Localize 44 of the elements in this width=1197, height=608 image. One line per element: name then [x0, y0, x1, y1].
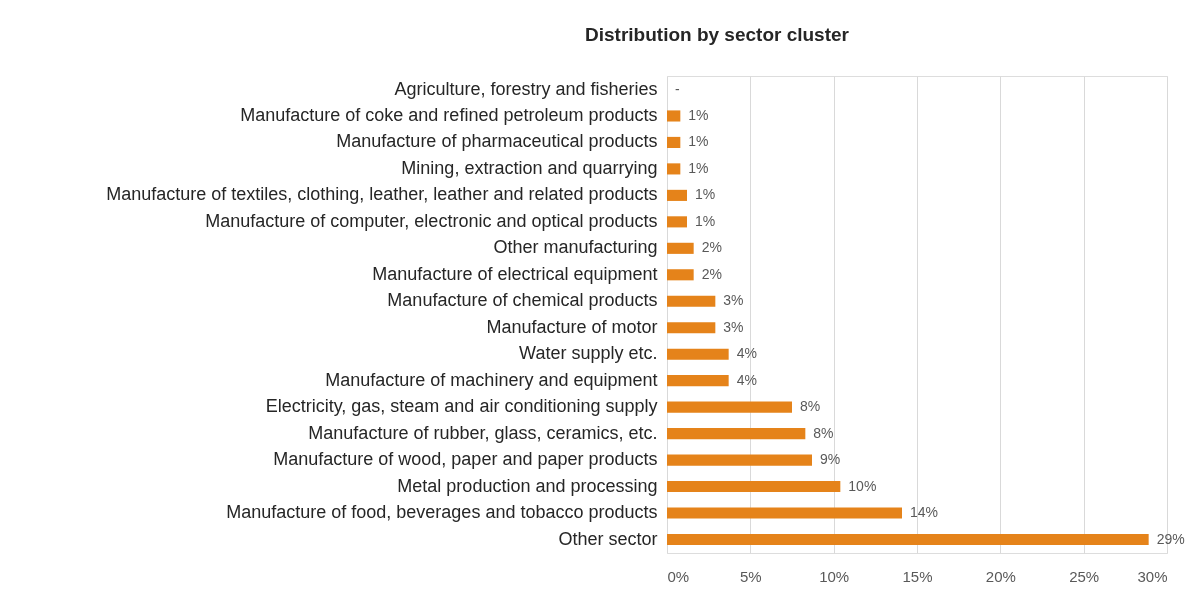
x-tick-label: 15% — [902, 567, 933, 585]
data-label: 2% — [701, 265, 722, 282]
y-tick-label: Other manufacturing — [493, 237, 658, 258]
y-tick-label: Manufacture of food, beverages and tobacco products — [226, 502, 658, 523]
data-label: 1% — [695, 186, 716, 203]
chart-title: Distribution by sector cluster — [585, 24, 850, 45]
y-tick-label: Metal production and processing — [397, 475, 658, 496]
y-tick-label: Manufacture of rubber, glass, ceramics, etc. — [308, 422, 658, 443]
x-tick-label: 20% — [985, 567, 1016, 585]
data-label: 29% — [1156, 530, 1185, 547]
data-label: 8% — [813, 424, 834, 441]
y-tick-label: Manufacture of machinery and equipment — [325, 369, 658, 390]
data-label: 8% — [800, 398, 821, 415]
data-label: 9% — [820, 451, 841, 468]
data-label: 1% — [688, 106, 709, 123]
y-tick-label: Electricity, gas, steam and air conditioning supply — [265, 396, 658, 417]
y-tick-label: Agriculture, forestry and fisheries — [394, 78, 658, 99]
data-label: 3% — [723, 318, 744, 335]
data-label: 1% — [688, 159, 709, 176]
data-label: 4% — [736, 345, 757, 362]
x-tick-label: 30% — [1137, 567, 1168, 585]
y-tick-label: Manufacture of chemical products — [387, 290, 658, 311]
y-tick-label: Manufacture of pharmaceutical products — [336, 131, 658, 152]
y-tick-label: Manufacture of electrical equipment — [372, 263, 658, 284]
y-tick-label: Manufacture of coke and refined petroleum products — [240, 104, 658, 125]
x-tick-label: 0% — [667, 567, 690, 585]
data-label: 10% — [848, 477, 877, 494]
data-label: 3% — [723, 292, 744, 309]
data-label: 1% — [695, 212, 716, 229]
y-tick-label: Manufacture of textiles, clothing, leather, leather and related products — [106, 184, 658, 205]
x-tick-label: 5% — [739, 567, 762, 585]
y-tick-label: Other sector — [558, 528, 658, 549]
data-label: 14% — [910, 504, 939, 521]
y-tick-label: Manufacture of motor — [486, 316, 658, 337]
data-label: 1% — [688, 133, 709, 150]
x-tick-label: 25% — [1069, 567, 1100, 585]
data-label: 2% — [701, 239, 722, 256]
y-tick-label: Water supply etc. — [519, 343, 658, 364]
x-tick-label: 10% — [819, 567, 850, 585]
y-tick-label: Mining, extraction and quarrying — [401, 157, 658, 178]
data-label: 4% — [736, 371, 757, 388]
y-tick-label: Manufacture of computer, electronic and optical products — [205, 210, 658, 231]
y-tick-label: Manufacture of wood, paper and paper products — [273, 449, 658, 470]
data-label: - — [675, 80, 680, 97]
